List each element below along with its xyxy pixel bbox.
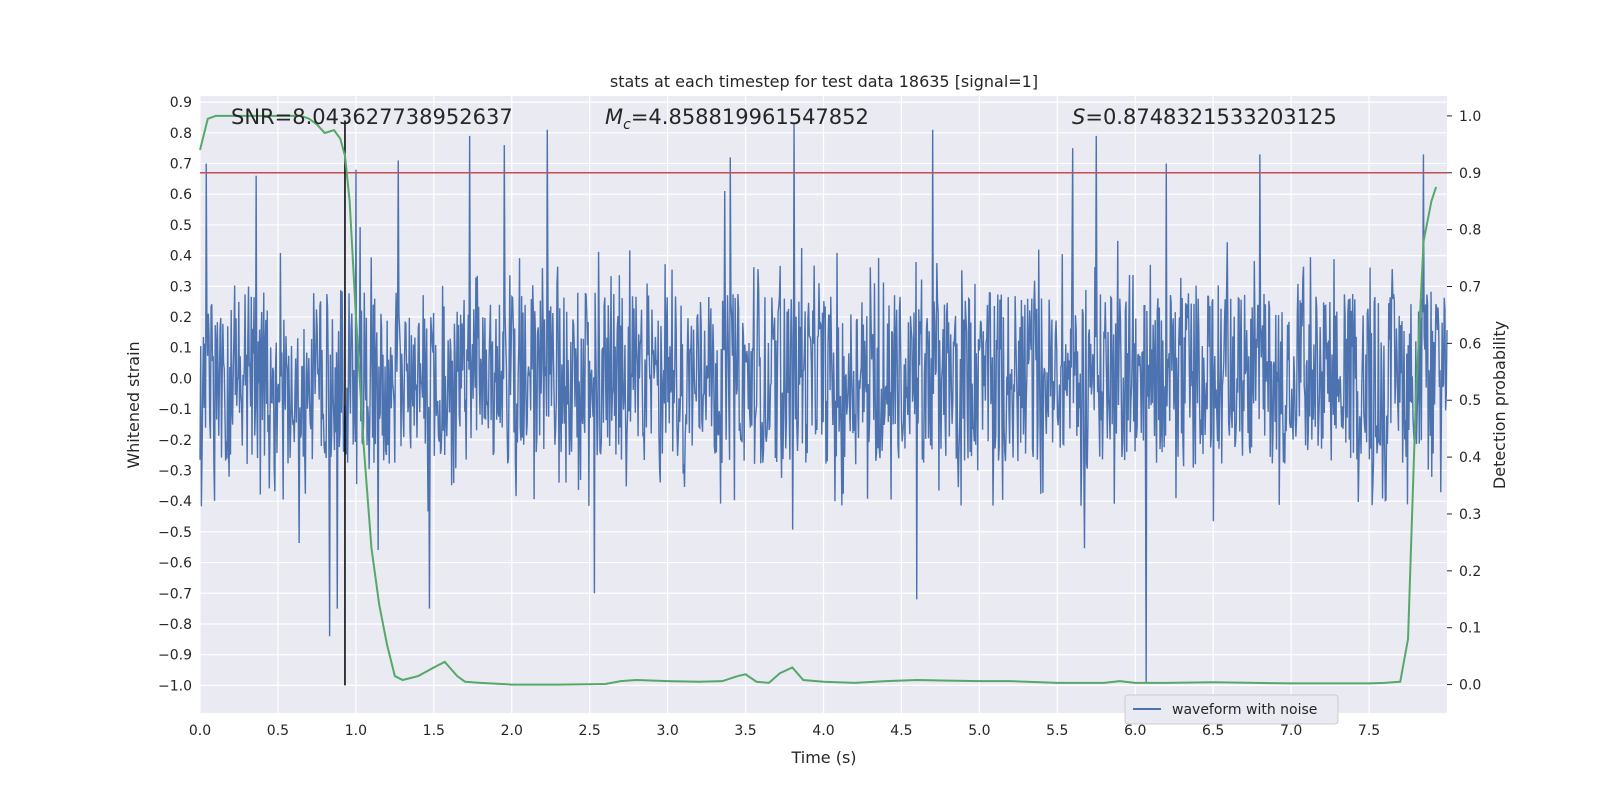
x-tick-label: 2.5 (579, 723, 601, 739)
y2-tick-label: 0.1 (1459, 621, 1481, 637)
y2-tick-label: 0.2 (1459, 564, 1481, 580)
legend-box (1124, 694, 1339, 725)
legend-entry-waveform: waveform with noise (1172, 702, 1317, 718)
y-tick-label: −0.7 (158, 586, 192, 602)
y2-axis-label: Detection probability (1490, 321, 1509, 489)
y-tick-label: 0.8 (170, 126, 192, 142)
x-axis-label: Time (s) (790, 748, 856, 767)
y-axis-label: Whitened strain (124, 341, 143, 468)
x-tick-label: 6.0 (1124, 723, 1146, 739)
y-tick-label: −0.9 (158, 648, 192, 664)
y-tick-label: 0.2 (170, 310, 192, 326)
x-tick-label: 0.0 (189, 723, 211, 739)
x-tick-label: 5.5 (1046, 723, 1068, 739)
mc-value: =4.858819961547852 (631, 105, 869, 129)
chirp-mass-annotation: Mc=4.858819961547852 (605, 105, 869, 133)
score-annotation: S=0.8748321533203125 (1072, 105, 1337, 129)
x-tick-label: 4.0 (812, 723, 834, 739)
waveform-series (199, 123, 1448, 683)
x-tick-label: 1.0 (345, 723, 367, 739)
snr-annotation: SNR=8.043627738952637 (231, 105, 513, 129)
x-tick-label: 3.0 (656, 723, 678, 739)
y-tick-label: −0.6 (158, 556, 192, 572)
tick-labels: 0.0 0.5 1.0 1.5 2.0 2.5 3.0 3.5 4.0 4.5 5.0 5.5 6.0 6… (158, 95, 1481, 739)
y2-tick-label: 0.4 (1459, 450, 1481, 466)
x-tick-label: 2.0 (501, 723, 523, 739)
chart-title: stats at each timestep for test data 186… (610, 72, 1038, 91)
x-tick-label: 1.5 (423, 723, 445, 739)
y-tick-label: 0.0 (170, 371, 192, 387)
y-tick-label: −0.2 (158, 433, 192, 449)
x-tick-label: 4.5 (890, 723, 912, 739)
x-tick-label: 3.5 (734, 723, 756, 739)
y2-tick-label: 0.8 (1459, 223, 1481, 239)
legend: waveform with noise (1124, 694, 1339, 725)
y2-tick-label: 0.3 (1459, 507, 1481, 523)
y2-tick-label: 0.9 (1459, 166, 1481, 182)
y-tick-label: 0.1 (170, 341, 192, 357)
y-tick-label: −0.3 (158, 463, 192, 479)
y-tick-label: 0.6 (170, 187, 192, 203)
x-tick-label: 5.0 (968, 723, 990, 739)
y-tick-label: −1.0 (158, 678, 192, 694)
y-tick-label: 0.9 (170, 95, 192, 111)
mc-subscript: c (623, 117, 631, 133)
detection-probability-line (199, 114, 1438, 686)
waveform-line (199, 123, 1448, 683)
x-tick-label: 7.0 (1280, 723, 1302, 739)
y-tick-label: −0.5 (158, 525, 192, 541)
y-tick-label: 0.3 (170, 279, 192, 295)
x-tick-label: 7.5 (1358, 723, 1380, 739)
y2-tick-label: 0.6 (1459, 336, 1481, 352)
y2-tick-label: 0.0 (1459, 678, 1481, 694)
x-tick-label: 0.5 (267, 723, 289, 739)
s-symbol: S (1072, 105, 1085, 129)
x-tick-label: 6.5 (1202, 723, 1224, 739)
y-tick-label: −0.4 (158, 494, 192, 510)
overlay-lines (199, 114, 1447, 686)
y2-tick-label: 1.0 (1459, 109, 1481, 125)
y-tick-label: −0.1 (158, 402, 192, 418)
y-tick-label: −0.8 (158, 617, 192, 633)
s-value: =0.8748321533203125 (1085, 105, 1336, 129)
y-tick-label: 0.5 (170, 218, 192, 234)
y-tick-label: 0.7 (170, 157, 192, 173)
y2-tick-label: 0.7 (1459, 280, 1481, 296)
y-tick-label: 0.4 (170, 249, 192, 265)
mc-symbol: M (605, 105, 623, 129)
y2-tick-label: 0.5 (1459, 393, 1481, 409)
